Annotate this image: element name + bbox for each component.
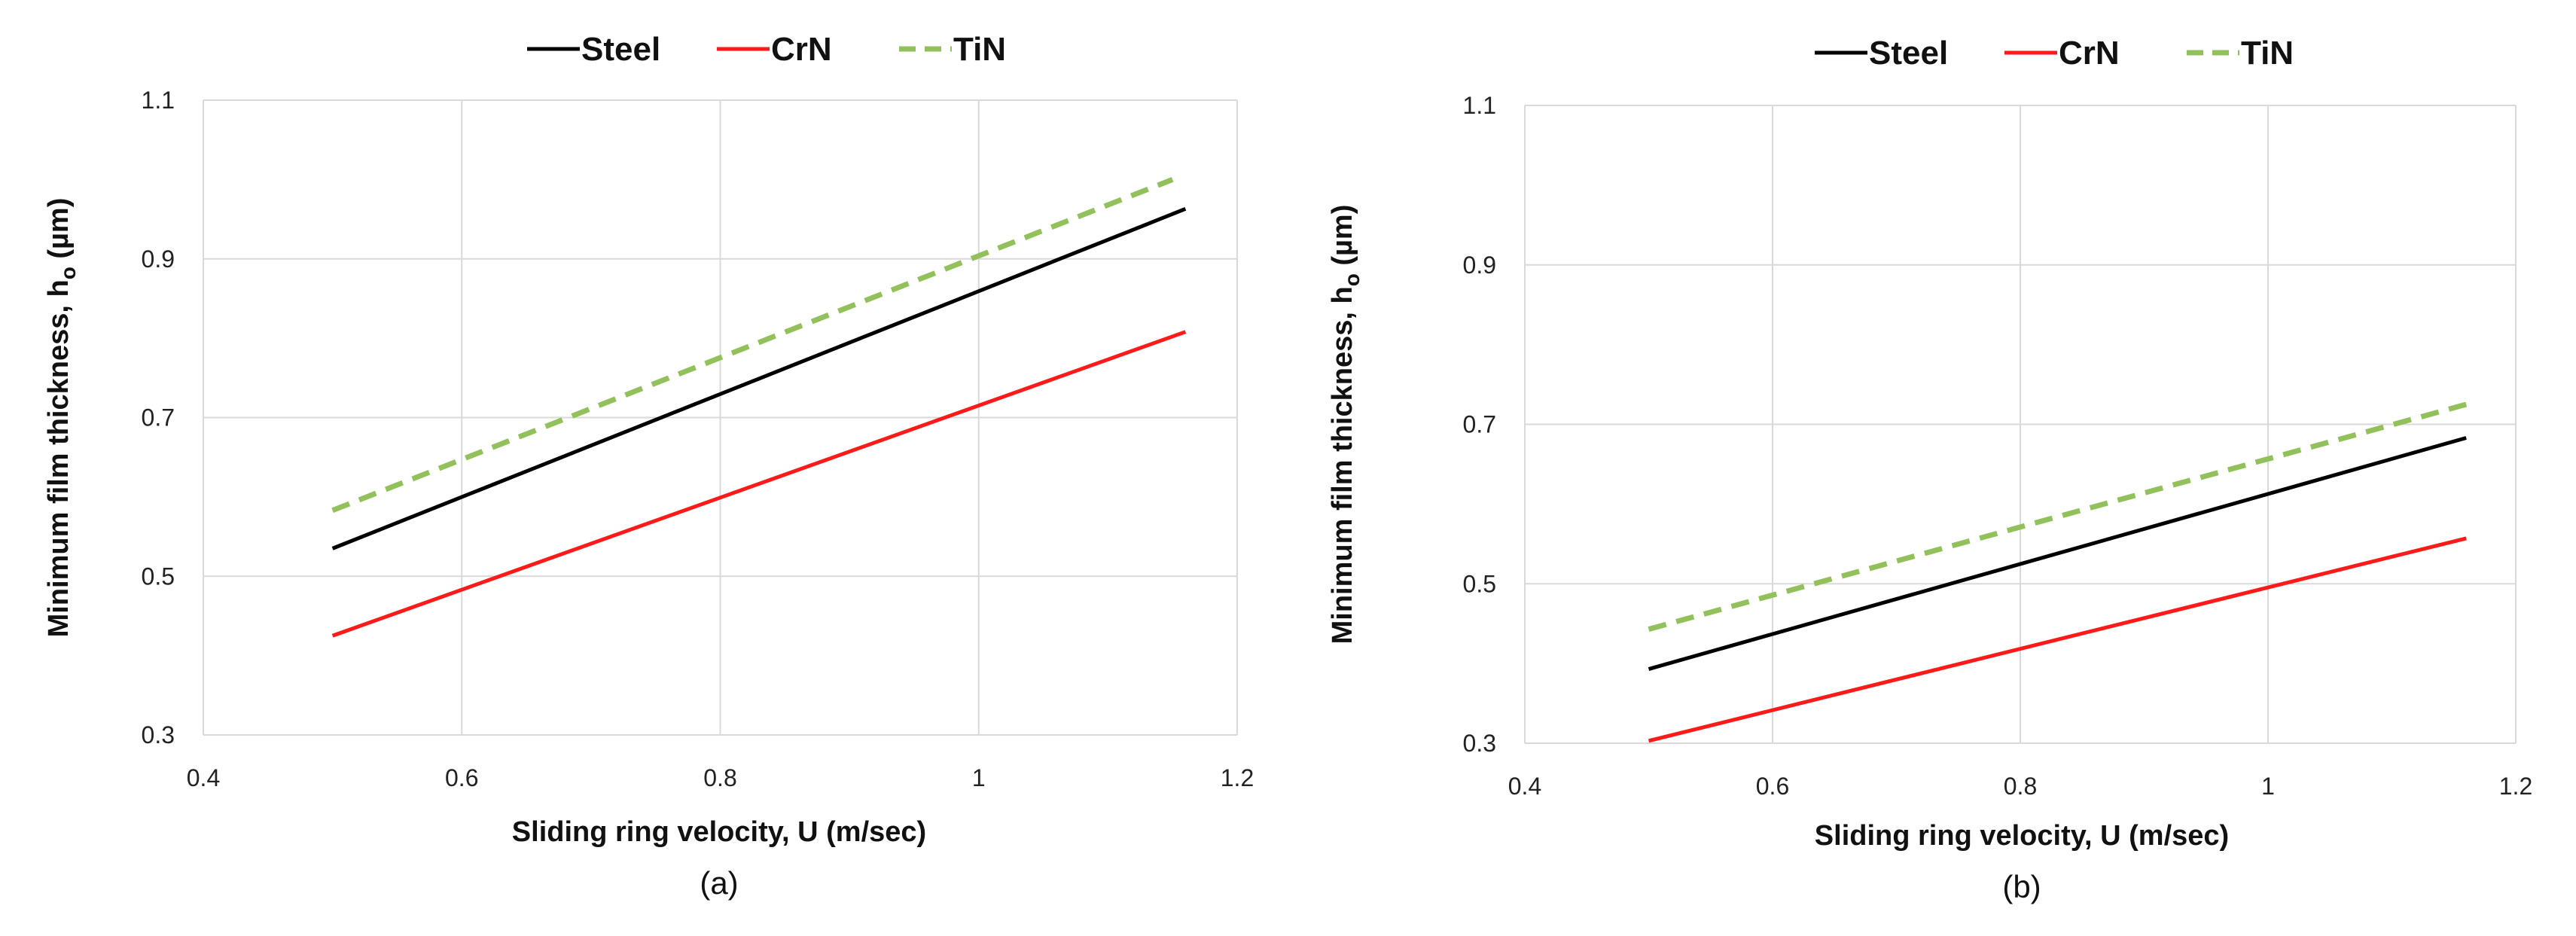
chart-a: 0.4 0.6 0.8 1 1.2 0.3 0.5 0.7 0.9 1.1 Steel CrN TiN S… [43,31,1254,901]
y-axis-title: Minimum film thickness, ho (µm) [1327,205,1364,645]
y-tick-label: 0.9 [1463,252,1496,279]
y-tick-label: 0.7 [1463,411,1496,438]
y-tick-label: 0.7 [142,404,175,431]
legend-label-tin: TiN [953,31,1006,68]
legend-label-steel: Steel [581,31,660,68]
legend-label-crn: CrN [2059,35,2120,72]
x-tick-label: 0.8 [703,764,736,791]
series-line-crn [331,330,1187,638]
x-tick-label: 0.6 [445,764,478,791]
x-axis-title: Sliding ring velocity, U (m/sec) [1815,820,2229,852]
x-tick-label: 0.4 [1508,773,1541,800]
x-tick-label: 0.6 [1756,773,1789,800]
x-tick-label: 1.2 [1221,764,1254,791]
chart-b: 0.4 0.6 0.8 1 1.2 0.3 0.5 0.7 0.9 1.1 Steel CrN TiN S… [1327,35,2532,904]
y-axis-title: Minimum film thickness, ho (µm) [43,198,80,638]
x-tick-label: 1 [2261,773,2275,800]
y-tick-label: 1.1 [1463,92,1496,119]
x-tick-label: 1 [972,764,986,791]
legend-label-tin: TiN [2241,35,2294,72]
y-tick-label: 0.3 [1463,730,1496,757]
y-tick-label: 1.1 [142,87,175,114]
x-tick-label: 0.8 [2004,773,2037,800]
y-tick-label: 0.9 [142,245,175,273]
y-tick-label: 0.3 [142,721,175,748]
legend-label-steel: Steel [1869,35,1948,72]
x-tick-label: 0.4 [187,764,220,791]
series-line-crn [1648,536,2467,743]
series-line-tin [331,177,1174,514]
series-line-steel [1648,436,2467,671]
legend-label-crn: CrN [771,31,832,68]
series-line-steel [331,207,1187,550]
figure-caption: (a) [700,865,738,901]
y-tick-label: 0.5 [142,563,175,590]
x-axis-title: Sliding ring velocity, U (m/sec) [512,816,926,848]
y-tick-label: 0.5 [1463,570,1496,597]
x-tick-label: 1.2 [2499,773,2532,800]
figure-caption: (b) [2002,869,2041,904]
series-line-tin [1648,401,2468,632]
